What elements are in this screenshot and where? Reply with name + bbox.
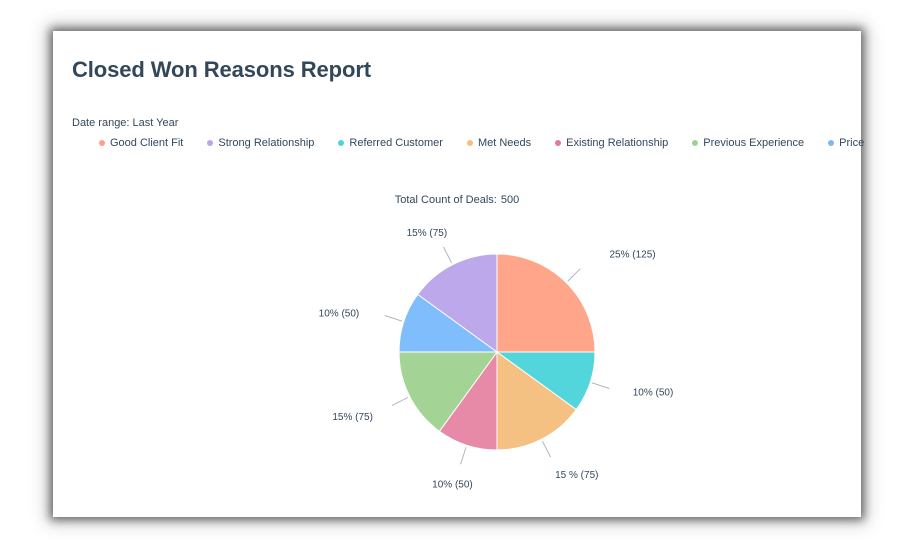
slice-data-label: 10% (50) (432, 480, 473, 491)
legend-swatch (828, 140, 835, 146)
slice-data-label: 15% (75) (332, 412, 373, 423)
legend-item[interactable]: Good Client Fit (99, 137, 183, 149)
slice-leader-line (384, 315, 403, 322)
report-card: Closed Won Reasons Report Date range: La… (53, 31, 864, 517)
legend-swatch (207, 140, 214, 146)
pie-slice[interactable] (496, 351, 577, 451)
legend-item[interactable]: Previous Experience (692, 137, 804, 149)
chart-legend: Good Client Fit Strong Relationship Referr… (99, 137, 864, 149)
legend-label: Strong Relationship (218, 137, 315, 149)
legend-swatch (555, 140, 562, 146)
legend-item[interactable]: Existing Relationship (555, 137, 668, 149)
legend-item[interactable]: Strong Relationship (207, 137, 314, 149)
legend-swatch (338, 140, 345, 146)
slice-leader-line (460, 446, 467, 465)
legend-swatch (99, 140, 105, 146)
total-deals-value: 500 (500, 194, 520, 206)
legend-label: Existing Relationship (566, 137, 669, 149)
date-range-label: Date range: Last Year (72, 117, 179, 129)
legend-label: Price (839, 137, 865, 149)
total-deals-label: Total Count of Deals: 500 (53, 194, 861, 206)
legend-swatch (466, 140, 473, 146)
slice-leader-line (567, 268, 581, 282)
legend-item[interactable]: Met Needs (466, 137, 532, 149)
pie-slice[interactable] (417, 253, 498, 353)
pie-chart: 25% (125) 10% (50) 15 % (75) 10% (50) 15% (7… (319, 228, 674, 491)
total-deals-caption: Total Count of Deals: (394, 194, 497, 206)
slice-leader-line (591, 382, 610, 389)
legend-label: Good Client Fit (110, 137, 184, 149)
legend-label: Referred Customer (349, 137, 443, 149)
slice-data-label: 10% (50) (633, 388, 674, 399)
slice-data-label: 15 % (75) (555, 470, 598, 481)
pie-slice[interactable] (398, 351, 498, 432)
slice-leader-line (541, 440, 552, 458)
legend-swatch (692, 140, 699, 146)
legend-label: Met Needs (477, 137, 532, 149)
report-title: Closed Won Reasons Report (72, 57, 372, 82)
slice-leader-line (442, 246, 453, 264)
pie-slice[interactable] (496, 253, 596, 353)
slice-data-label: 10% (50) (319, 308, 360, 319)
slice-leader-line (391, 396, 409, 407)
legend-label: Previous Experience (703, 137, 805, 149)
legend-item[interactable]: Referred Customer (338, 137, 443, 149)
slice-data-label: 25% (125) (610, 249, 656, 260)
slice-data-label: 15% (75) (407, 228, 448, 239)
legend-item[interactable]: Price (828, 137, 864, 149)
